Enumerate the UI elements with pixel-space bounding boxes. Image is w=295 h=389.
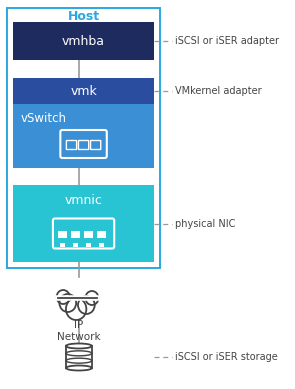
- Circle shape: [78, 296, 95, 314]
- FancyBboxPatch shape: [78, 140, 89, 149]
- Text: iSCSI or iSER storage: iSCSI or iSER storage: [175, 352, 277, 362]
- Bar: [7, 8, 160, 268]
- Text: vmhba: vmhba: [62, 35, 105, 47]
- Bar: [84, 231, 93, 238]
- Circle shape: [66, 298, 86, 320]
- Text: vSwitch: vSwitch: [20, 112, 66, 124]
- FancyBboxPatch shape: [66, 140, 77, 149]
- Bar: [98, 231, 106, 238]
- Bar: [86, 242, 91, 247]
- Bar: [13, 22, 154, 60]
- Circle shape: [86, 291, 99, 305]
- FancyBboxPatch shape: [60, 130, 107, 158]
- Bar: [13, 78, 154, 104]
- Circle shape: [59, 294, 76, 312]
- Text: vmk: vmk: [70, 84, 97, 98]
- Text: IP
Network: IP Network: [57, 320, 101, 342]
- Circle shape: [57, 290, 70, 304]
- Ellipse shape: [66, 343, 92, 349]
- Bar: [58, 231, 67, 238]
- Text: vmnic: vmnic: [65, 193, 102, 207]
- Bar: [71, 231, 80, 238]
- FancyBboxPatch shape: [53, 219, 114, 249]
- Bar: [73, 242, 78, 247]
- Text: Host: Host: [68, 10, 100, 23]
- Text: physical NIC: physical NIC: [175, 219, 235, 228]
- Bar: [13, 185, 154, 262]
- Bar: [13, 104, 154, 168]
- Bar: [60, 242, 65, 247]
- Text: iSCSI or iSER adapter: iSCSI or iSER adapter: [175, 36, 278, 46]
- Bar: [99, 242, 104, 247]
- Bar: [66, 346, 92, 368]
- Text: VMkernel adapter: VMkernel adapter: [175, 86, 261, 96]
- Ellipse shape: [66, 366, 92, 370]
- FancyBboxPatch shape: [91, 140, 101, 149]
